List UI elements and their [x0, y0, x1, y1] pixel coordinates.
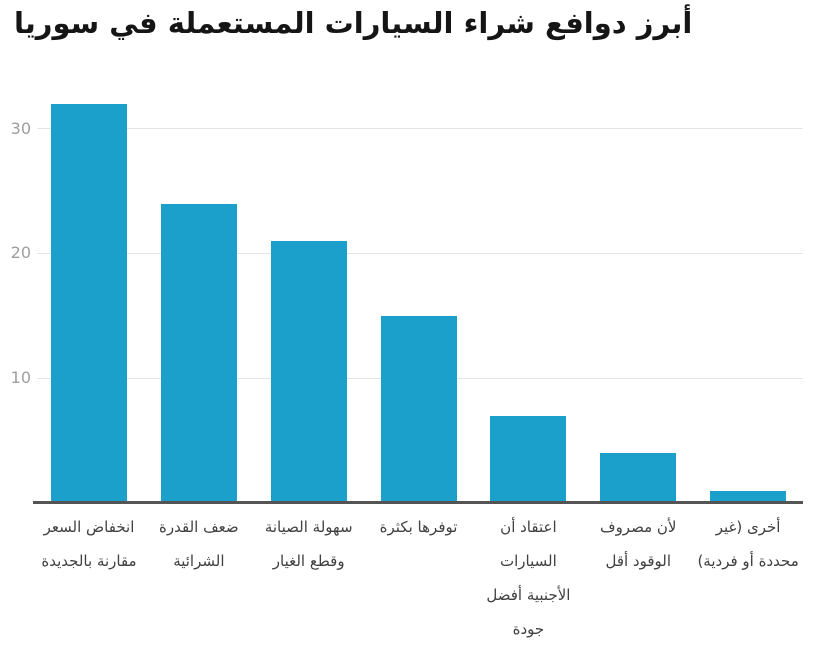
x-axis-label-line: الشرائية — [173, 552, 225, 570]
gridline — [37, 128, 803, 130]
x-axis-label-line: الأجنبية أفضل — [486, 586, 571, 604]
bar — [51, 103, 127, 503]
x-axis-label-line: أخرى (غير — [715, 518, 781, 536]
bar — [270, 240, 347, 503]
x-axis-label-line: وقطع الغيار — [272, 552, 345, 570]
x-axis-label-line: ضعف القدرة — [159, 518, 239, 536]
x-axis-label-line: انخفاض السعر — [43, 518, 135, 536]
x-axis-label-line: السيارات — [500, 552, 557, 570]
x-axis-label-line: جودة — [512, 620, 545, 638]
x-axis-label: ضعف القدرة الشرائية — [137, 510, 261, 578]
bar — [380, 315, 457, 503]
x-axis-label: لأن مصروف الوقود أقل — [576, 510, 700, 578]
y-tick-label: 30 — [10, 118, 31, 138]
bar — [160, 203, 237, 503]
x-axis-label-line: توفرها بكثرة — [379, 518, 458, 536]
x-axis-label: انخفاض السعر مقارنة بالجديدة — [27, 510, 151, 578]
gridline — [37, 252, 803, 254]
chart-title: أبرز دوافع شراء السيارات المستعملة في سو… — [14, 6, 693, 40]
x-axis-label: توفرها بكثرة — [357, 510, 481, 544]
y-tick-label: 10 — [10, 368, 31, 388]
x-axis-label-line: اعتقاد أن — [500, 518, 557, 536]
y-tick-label: 20 — [10, 243, 31, 263]
bar — [600, 453, 677, 503]
x-axis-line — [33, 501, 803, 504]
bar — [710, 490, 787, 503]
x-axis-label-line: الوقود أقل — [605, 552, 672, 570]
x-axis-label: أخرى (غير محددة أو فردية) — [686, 510, 810, 578]
x-axis-label-line: مقارنة بالجديدة — [41, 552, 137, 570]
x-axis-label: سهولة الصيانة وقطع الغيار — [247, 510, 371, 578]
plot-area: 10 20 30 انخفاض السعر مقارنة بالجديدة ضعف الق… — [11, 90, 803, 638]
bar — [490, 415, 567, 503]
x-axis-label-line: سهولة الصيانة — [264, 518, 353, 536]
x-axis-label: اعتقاد أن السيارات الأجنبية أفضل جودة — [466, 510, 590, 646]
x-axis-label-line: محددة أو فردية) — [697, 552, 799, 570]
x-axis-label-line: لأن مصروف — [600, 518, 677, 536]
